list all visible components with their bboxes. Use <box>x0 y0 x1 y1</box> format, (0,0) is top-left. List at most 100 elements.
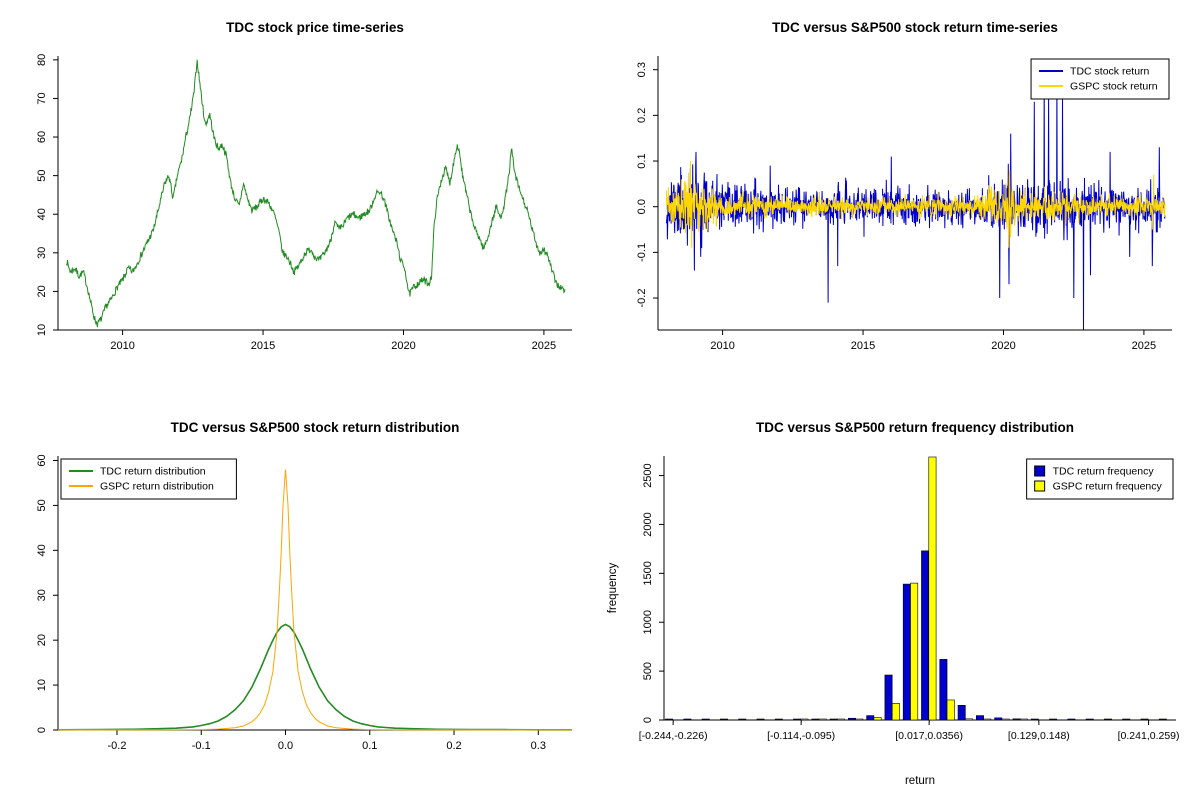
bar-tdc-frequency <box>1030 718 1039 721</box>
price-chart-title: TDC stock price time-series <box>226 20 404 35</box>
frequency-chart-svg: 0 500 1000 1500 2000 2500 [-0.244,-0.226) [-0.1… <box>607 456 1180 787</box>
bar-gspc-frequency <box>855 718 864 721</box>
axis-label: 1000 <box>642 610 654 634</box>
axis-label: 0.2 <box>636 108 648 123</box>
series-tdc-price <box>65 59 566 328</box>
axis-label: 0.0 <box>278 740 293 752</box>
axis-label: 2010 <box>110 340 134 352</box>
series-tdc-density <box>57 623 572 731</box>
axis-label: 80 <box>36 54 48 66</box>
axis-label: 20 <box>36 285 48 297</box>
returns-chart-svg: -0.2 -0.1 0.0 0.1 0.2 0.3 2010 2015 2020 2025 TDC … <box>636 56 1172 352</box>
axis-label: 0.2 <box>446 740 461 752</box>
bar-tdc-frequency <box>1012 718 1021 721</box>
bar-tdc-frequency <box>1085 718 1094 721</box>
axis-label: 20 <box>36 634 48 646</box>
bar-tdc-frequency <box>665 718 674 721</box>
axis-label: 10 <box>36 679 48 691</box>
axis-label: TDC return distribution <box>100 466 206 478</box>
bar-tdc-frequency <box>1067 718 1076 721</box>
axes: 10 20 30 40 50 60 70 80 2010 2015 2020 2025 <box>36 54 572 352</box>
distribution-chart-svg: 0 10 20 30 40 50 60 -0.2 -0.1 0.0 0.1 0.2 0.3 TDC ret… <box>36 454 572 752</box>
bar-tdc-frequency <box>921 550 930 721</box>
legend-box-sample <box>1034 465 1046 477</box>
bar-tdc-frequency <box>902 583 911 721</box>
axis-label: GSPC stock return <box>1070 81 1158 93</box>
axis-label: 2020 <box>391 340 415 352</box>
bar-tdc-frequency <box>957 705 966 721</box>
bar-gspc-frequency <box>928 456 937 721</box>
bar-tdc-frequency <box>774 718 783 721</box>
axis-label: -0.1 <box>192 740 211 752</box>
axis-label: 0 <box>642 717 654 723</box>
bar-tdc-frequency <box>756 718 765 721</box>
bar-gspc-frequency <box>837 718 845 721</box>
bar-tdc-frequency <box>1104 718 1112 721</box>
axis-label: 0.3 <box>636 62 648 77</box>
axis-label: [0.129,0.148) <box>1008 730 1070 742</box>
line-series <box>65 59 566 328</box>
axis-label: 60 <box>36 131 48 143</box>
bar-gspc-frequency <box>946 699 955 721</box>
bar-gspc-frequency <box>1019 718 1028 721</box>
bar-gspc-frequency <box>983 718 992 721</box>
axis-label: 2015 <box>251 340 275 352</box>
axis-label: 60 <box>36 454 48 466</box>
axis-label: 40 <box>36 544 48 556</box>
bar-gspc-frequency <box>965 718 973 721</box>
axis-label: [0.017,0.0356) <box>895 730 963 742</box>
frequency-chart-title: TDC versus S&P500 return frequency distr… <box>755 420 1075 435</box>
axis-label: [-0.114,-0.095) <box>767 730 835 742</box>
axis-label: 0.0 <box>636 199 648 214</box>
axis-label: 0.1 <box>636 153 648 168</box>
axis-label: 500 <box>642 662 654 680</box>
axis-label: -0.1 <box>636 243 648 262</box>
axis-label: TDC return frequency <box>1053 466 1155 478</box>
axis-label: 50 <box>36 170 48 182</box>
axis-label: 2025 <box>532 340 556 352</box>
bar-gspc-frequency <box>1001 718 1010 721</box>
axis-label: 0.1 <box>362 740 377 752</box>
legend-box <box>1026 458 1174 500</box>
bar-tdc-frequency <box>683 718 692 721</box>
bar-gspc-frequency <box>891 703 900 721</box>
line-series <box>57 469 572 731</box>
bar-tdc-frequency <box>1049 718 1058 721</box>
axis-label: 0 <box>36 727 48 733</box>
axes: 0 500 1000 1500 2000 2500 [-0.244,-0.226) [-0.1… <box>607 456 1180 787</box>
returns-chart-title: TDC versus S&P500 stock return time-seri… <box>772 20 1058 35</box>
bar-gspc-frequency <box>910 582 919 721</box>
bar-series <box>665 456 1167 721</box>
legend: TDC return frequency GSPC return frequenc… <box>1026 458 1174 500</box>
bar-tdc-frequency <box>829 718 838 721</box>
bar-tdc-frequency <box>811 718 820 721</box>
legend: TDC stock return GSPC stock return <box>1030 58 1170 100</box>
bar-tdc-frequency <box>738 718 747 721</box>
chart-panel-returns: TDC versus S&P500 stock return time-seri… <box>600 0 1200 400</box>
axis-label: TDC stock return <box>1070 66 1150 78</box>
axis-label: 10 <box>36 324 48 336</box>
chart-panel-price: TDC stock price time-series 10 20 30 40 50 60… <box>0 0 600 400</box>
legend-box-sample <box>1034 480 1046 492</box>
axis-label: return <box>905 775 935 787</box>
bar-tdc-frequency <box>884 674 893 721</box>
axis-label: 70 <box>36 92 48 104</box>
axis-label: 30 <box>36 247 48 259</box>
axis-label: 2010 <box>710 340 734 352</box>
bar-tdc-frequency <box>866 715 875 721</box>
bar-gspc-frequency <box>800 718 809 721</box>
price-chart-svg: 10 20 30 40 50 60 70 80 2010 2015 2020 2025 <box>36 54 572 352</box>
distribution-chart-title: TDC versus S&P500 stock return distribut… <box>170 420 460 435</box>
axis-label: 2000 <box>642 512 654 536</box>
legend: TDC return distribution GSPC return distr… <box>60 458 237 500</box>
series-gspc-density <box>58 469 572 731</box>
axis-label: 40 <box>36 208 48 220</box>
axis-label: 2015 <box>851 340 875 352</box>
axis-label: [0.241,0.259) <box>1118 730 1180 742</box>
series-gspc-return <box>665 160 1166 248</box>
bar-tdc-frequency <box>1158 718 1167 721</box>
bar-tdc-frequency <box>1122 718 1131 721</box>
line-series <box>665 69 1166 331</box>
bar-gspc-frequency <box>873 717 882 721</box>
